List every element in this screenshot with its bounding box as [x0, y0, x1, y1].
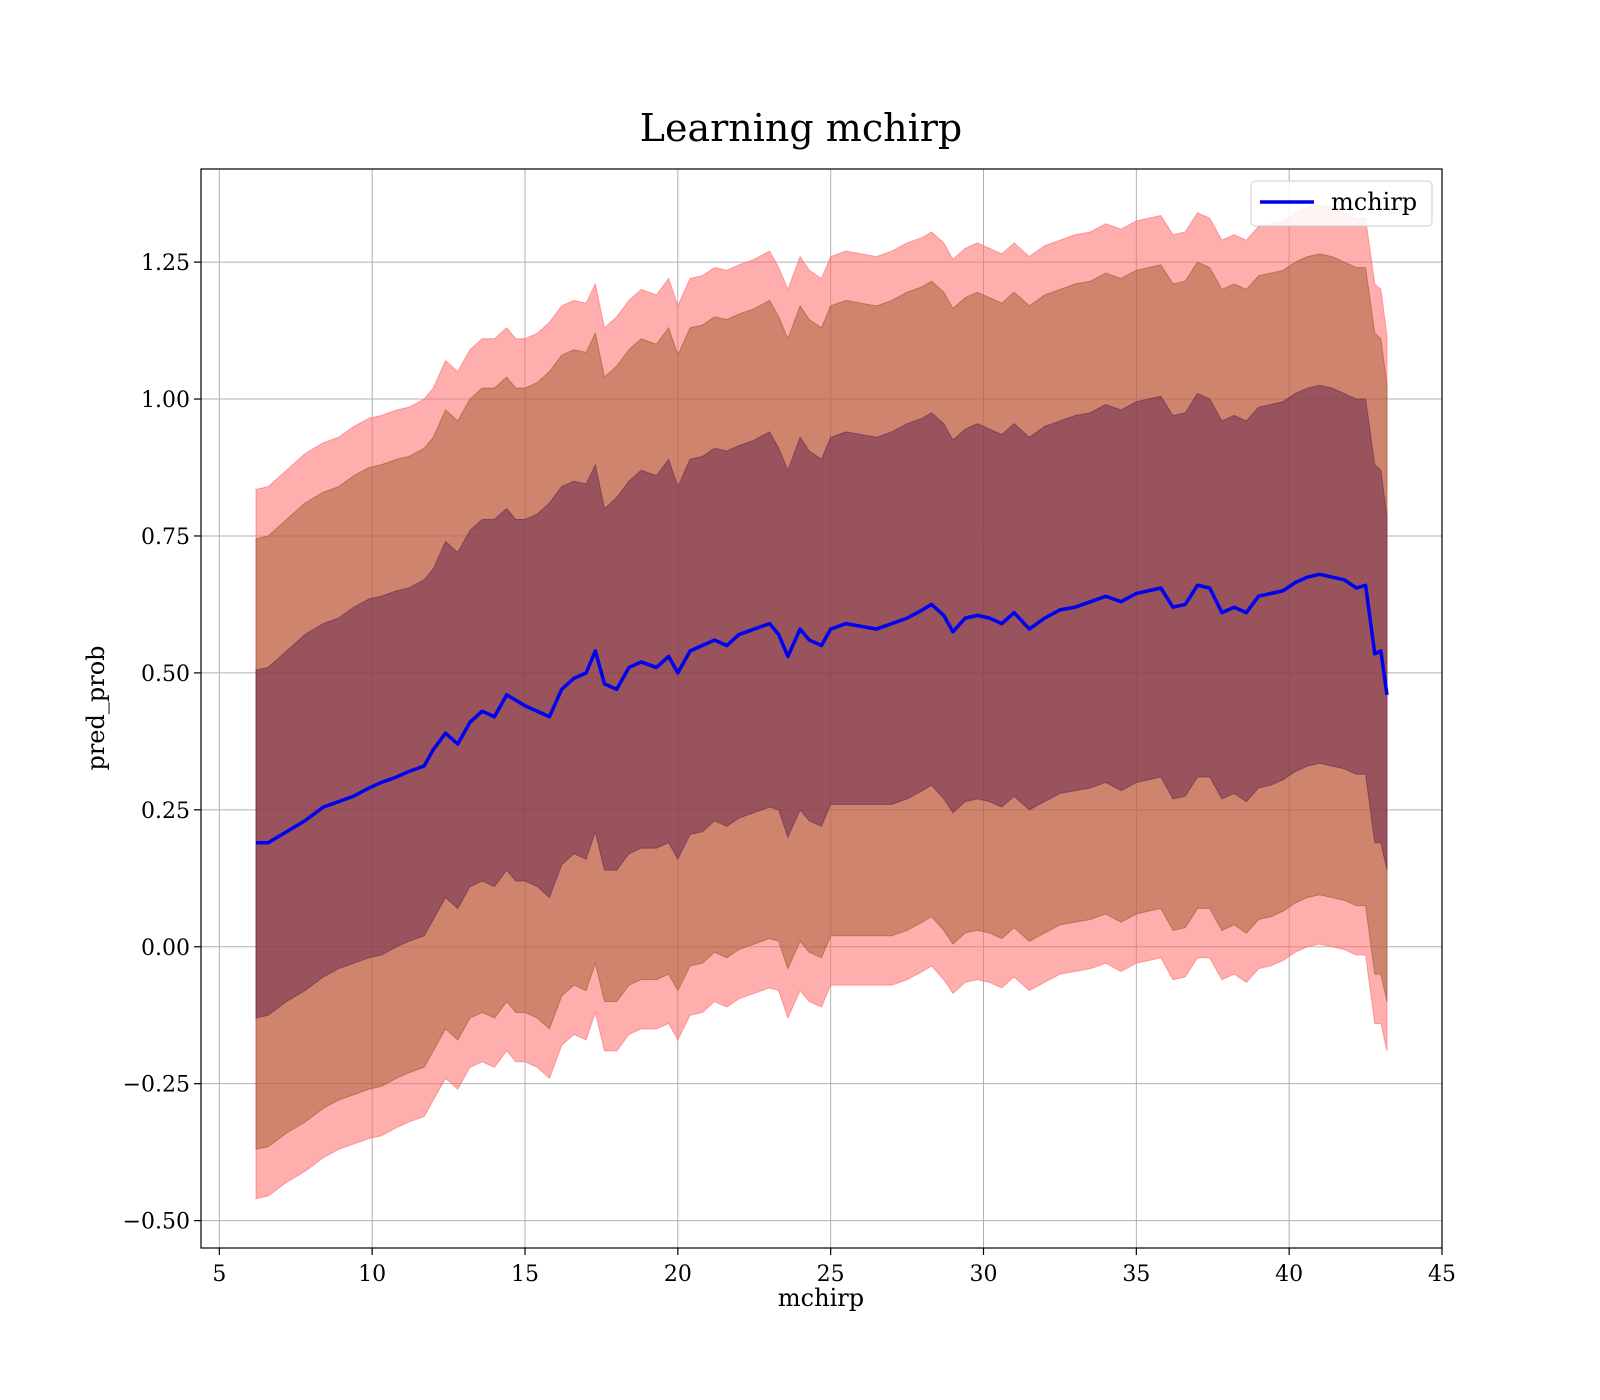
y-tick-label: 0.00 [141, 936, 190, 961]
y-tick-label: −0.50 [123, 1210, 190, 1235]
x-tick-label: 40 [1275, 1262, 1303, 1287]
x-tick-label: 25 [817, 1262, 845, 1287]
series-lines [256, 572, 1389, 845]
y-axis-ticks: −0.50 −0.25 0.00 0.25 0.50 0.75 1.00 1.25 [123, 251, 201, 1235]
x-axis-label: mchirp [778, 1284, 864, 1312]
confidence-bands [255, 204, 1388, 1200]
y-axis-label: pred_prob [82, 645, 110, 770]
y-tick-label: 1.25 [141, 251, 190, 276]
x-axis-ticks: 5 10 15 20 25 30 35 40 45 [212, 1248, 1456, 1287]
x-tick-label: 20 [664, 1262, 692, 1287]
legend-box [1250, 180, 1433, 227]
series-line-mchirp [256, 572, 1389, 845]
y-tick-label: 1.00 [141, 388, 190, 413]
y-tick-label: 0.50 [141, 662, 190, 687]
y-tick-label: 0.75 [141, 525, 190, 550]
confidence-band-1sigma [255, 384, 1388, 1019]
x-tick-label: 15 [511, 1262, 539, 1287]
x-tick-label: 10 [358, 1262, 386, 1287]
x-tick-label: 5 [212, 1262, 226, 1287]
y-tick-label: −0.25 [123, 1073, 190, 1098]
x-tick-label: 35 [1122, 1262, 1150, 1287]
y-tick-label: 0.25 [141, 799, 190, 824]
x-tick-label: 30 [970, 1262, 998, 1287]
legend-label-mchirp: mchirp [1331, 188, 1417, 216]
plot-frame [200, 168, 1443, 1249]
x-tick-label: 45 [1428, 1262, 1456, 1287]
legend: mchirp [1250, 180, 1433, 227]
chart-title: Learning mchirp [640, 106, 962, 150]
